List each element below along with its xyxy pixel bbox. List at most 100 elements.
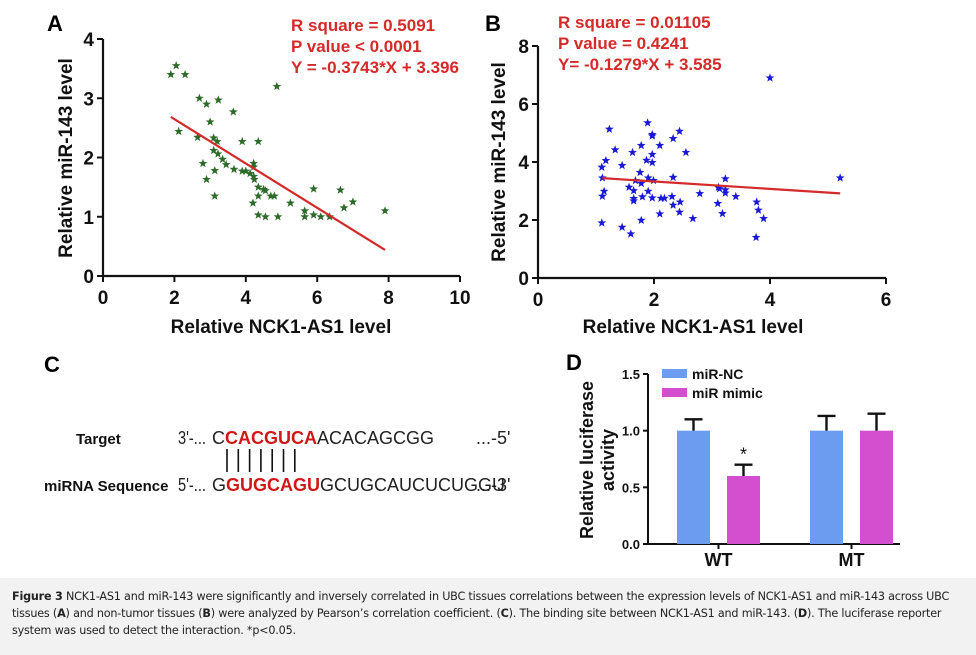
target-suffix: ...-5' (476, 428, 510, 448)
chart-a-stat-equation: Y = -0.3743*X + 3.396 (291, 58, 459, 77)
y-tick-label: 1.0 (622, 424, 640, 439)
data-point-star (261, 186, 270, 195)
data-point-star (668, 200, 678, 209)
target-lead: C (212, 428, 225, 448)
data-point-star (249, 174, 259, 184)
data-point-star (675, 197, 685, 206)
chart-b-axes (532, 45, 887, 284)
data-point-star (765, 73, 775, 82)
data-point-star (720, 174, 730, 183)
x-tick-label: 6 (312, 288, 323, 309)
data-point-star (198, 158, 208, 168)
x-tick-label: 4 (765, 290, 776, 311)
x-tick-label: 0 (98, 288, 109, 309)
data-point-star (253, 210, 263, 219)
data-point-star (754, 205, 763, 214)
data-point-star (228, 107, 238, 116)
data-point-star (597, 162, 607, 171)
mirna-lead: G (212, 475, 226, 495)
chart-b-regression-line (602, 177, 841, 195)
x-tick-label: 10 (449, 288, 470, 309)
data-point-star (218, 154, 227, 163)
data-point-star (229, 164, 239, 174)
mirna-rest: GCUGCAUCUCUGGU (320, 475, 505, 495)
data-point-star (601, 155, 611, 165)
chart-b-x-axis-title: Relative NCK1-AS1 level (583, 317, 804, 338)
data-point-star (636, 215, 646, 225)
data-point-star (636, 140, 646, 150)
data-point-star (655, 209, 665, 218)
chart-b-stat-pvalue: P value = 0.4241 (558, 34, 689, 53)
y-tick-label: 4 (518, 153, 529, 174)
chart-a-points (166, 61, 390, 221)
data-point-star (629, 196, 639, 205)
chart-d-bars: * (677, 412, 893, 544)
data-point-star (261, 212, 270, 221)
chart-d-y-axis-title-line1: Relative luciferase (577, 381, 597, 539)
legend-swatch-mir-nc (662, 369, 687, 378)
data-point-star (213, 149, 223, 158)
data-point-star (253, 182, 263, 191)
chart-d-category-labels: WT MT (705, 550, 865, 570)
data-point-star (209, 133, 219, 142)
data-point-star (266, 191, 276, 200)
data-point-star (336, 185, 345, 194)
data-point-star (626, 229, 636, 238)
panel-label-c: C (44, 352, 60, 377)
scatter-chart-b: 0 2 4 6 0 2 4 6 8 Relative NCK1-AS1 level Relati… (489, 13, 891, 338)
bar-chart-d: 0.00.51.01.5 * WT MT Relative luciferase … (577, 366, 900, 570)
data-point-star (668, 133, 678, 143)
data-point-star (316, 212, 326, 221)
chart-b-y-axis-title: Relative miR-143 level (489, 62, 510, 262)
mirna-seed: GUGCAGU (226, 475, 320, 495)
data-point-star (248, 198, 258, 207)
caption-ref-a: A (57, 607, 66, 620)
data-point-star (752, 197, 762, 206)
data-point-star (599, 186, 609, 196)
data-point-star (635, 167, 645, 177)
bar-wt-mir-mimic (727, 476, 760, 544)
data-point-star (655, 140, 665, 150)
target-label: Target (76, 431, 121, 448)
y-tick-label: 0 (83, 267, 94, 288)
scatter-chart-a: 0 2 4 6 8 10 0 1 2 3 4 Relative NCK1-AS1 level Rel… (56, 16, 471, 338)
data-point-star (624, 182, 634, 191)
x-tick-label: 0 (533, 290, 544, 311)
data-point-star (681, 147, 691, 157)
caption-text-4: ). The binding site between NCK1-AS1 and… (508, 607, 798, 620)
data-point-star (202, 99, 211, 108)
data-point-star (205, 117, 215, 126)
data-point-star (193, 132, 202, 142)
chart-b-tick-labels: 0 2 4 6 0 2 4 6 8 (518, 37, 891, 311)
data-point-star (598, 173, 607, 182)
data-point-star (249, 171, 259, 181)
y-tick-label: 2 (518, 211, 529, 232)
caption-text-3: ) were analyzed by Pearson’s correlation… (210, 607, 501, 620)
data-point-star (675, 126, 684, 135)
data-point-star (628, 147, 637, 157)
data-point-star (212, 136, 222, 146)
data-point-star (718, 209, 727, 218)
data-point-star (610, 145, 620, 154)
data-point-star (668, 172, 678, 182)
data-point-star (202, 174, 211, 184)
bar-mt-mir-mimic (860, 430, 893, 544)
data-point-star (249, 162, 259, 171)
data-point-star (339, 203, 349, 212)
chart-a-axes (97, 38, 461, 282)
y-tick-label: 2 (83, 149, 94, 170)
chart-b-points (597, 73, 845, 242)
data-point-star (643, 173, 653, 182)
y-tick-label: 4 (83, 30, 94, 51)
data-point-star (166, 69, 176, 79)
y-tick-label: 0.5 (622, 480, 640, 495)
data-point-star (253, 191, 263, 200)
mirna-label: miRNA Sequence (44, 478, 168, 495)
y-tick-label: 0 (518, 269, 529, 290)
category-label: WT (705, 550, 733, 570)
data-point-star (245, 168, 255, 178)
data-point-star (636, 178, 646, 188)
bar-wt-mir-nc (677, 430, 710, 544)
chart-a-stat-rsquare: R square = 0.5091 (291, 16, 435, 35)
y-tick-label: 8 (518, 37, 529, 58)
